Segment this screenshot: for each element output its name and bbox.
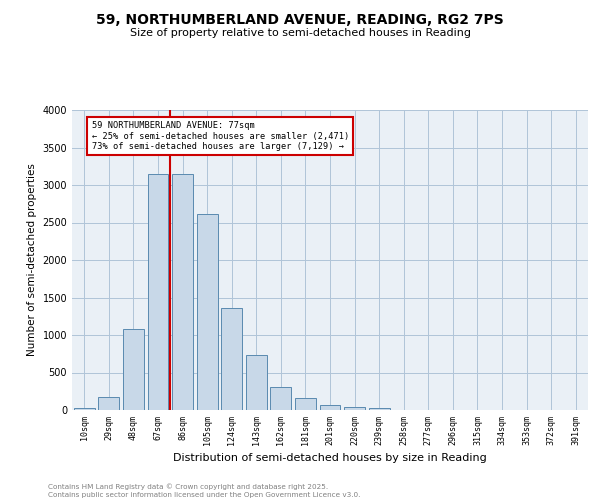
Bar	[221, 308, 242, 410]
Y-axis label: Number of semi-detached properties: Number of semi-detached properties	[27, 164, 37, 356]
Bar	[98, 396, 119, 410]
Text: Size of property relative to semi-detached houses in Reading: Size of property relative to semi-detach…	[130, 28, 470, 38]
Text: 59, NORTHUMBERLAND AVENUE, READING, RG2 7PS: 59, NORTHUMBERLAND AVENUE, READING, RG2 …	[96, 12, 504, 26]
Bar	[148, 174, 169, 410]
Bar	[320, 405, 340, 410]
X-axis label: Distribution of semi-detached houses by size in Reading: Distribution of semi-detached houses by …	[173, 453, 487, 463]
Bar	[344, 407, 365, 410]
Bar	[368, 408, 389, 410]
Bar	[197, 214, 218, 410]
Text: Contains HM Land Registry data © Crown copyright and database right 2025.
Contai: Contains HM Land Registry data © Crown c…	[48, 484, 361, 498]
Bar	[172, 174, 193, 410]
Bar	[74, 408, 95, 410]
Bar	[246, 354, 267, 410]
Bar	[295, 398, 316, 410]
Text: 59 NORTHUMBERLAND AVENUE: 77sqm
← 25% of semi-detached houses are smaller (2,471: 59 NORTHUMBERLAND AVENUE: 77sqm ← 25% of…	[92, 121, 349, 151]
Bar	[123, 329, 144, 410]
Bar	[271, 387, 292, 410]
